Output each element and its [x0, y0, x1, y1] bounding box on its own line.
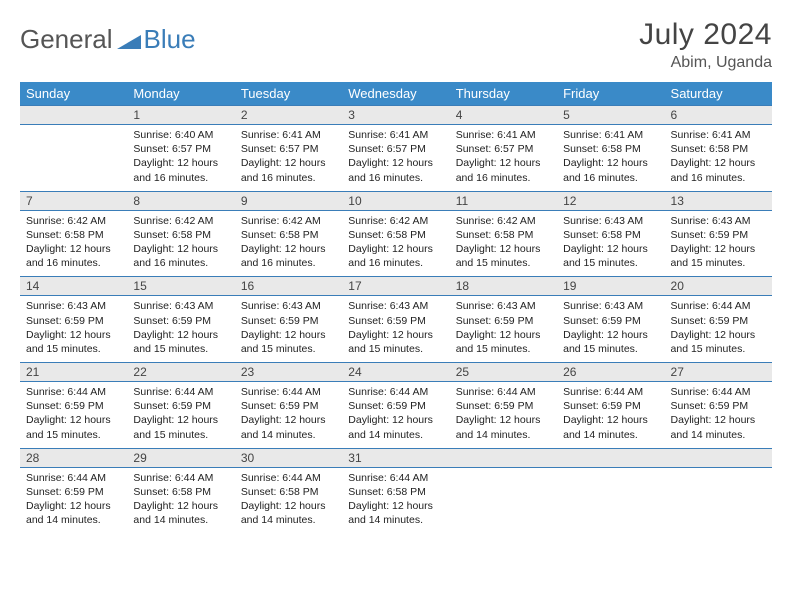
- day-cell: Sunrise: 6:44 AMSunset: 6:59 PMDaylight:…: [557, 382, 664, 449]
- day-cell: Sunrise: 6:40 AMSunset: 6:57 PMDaylight:…: [127, 125, 234, 192]
- day-number: 20: [665, 277, 772, 296]
- logo-triangle-icon: [117, 25, 141, 43]
- day-cell: Sunrise: 6:44 AMSunset: 6:59 PMDaylight:…: [20, 467, 127, 533]
- day-cell: Sunrise: 6:44 AMSunset: 6:59 PMDaylight:…: [20, 382, 127, 449]
- day-cell: Sunrise: 6:43 AMSunset: 6:59 PMDaylight:…: [20, 296, 127, 363]
- weekday-header: Friday: [557, 82, 664, 106]
- day-number: 16: [235, 277, 342, 296]
- day-cell: Sunrise: 6:42 AMSunset: 6:58 PMDaylight:…: [127, 210, 234, 277]
- logo: General Blue: [20, 18, 196, 55]
- day-cell: Sunrise: 6:43 AMSunset: 6:58 PMDaylight:…: [557, 210, 664, 277]
- day-number: 25: [450, 363, 557, 382]
- weekday-header: Sunday: [20, 82, 127, 106]
- day-cell: Sunrise: 6:41 AMSunset: 6:57 PMDaylight:…: [450, 125, 557, 192]
- day-number: 17: [342, 277, 449, 296]
- day-cell: Sunrise: 6:43 AMSunset: 6:59 PMDaylight:…: [235, 296, 342, 363]
- day-cell: Sunrise: 6:44 AMSunset: 6:59 PMDaylight:…: [127, 382, 234, 449]
- content-row: Sunrise: 6:43 AMSunset: 6:59 PMDaylight:…: [20, 296, 772, 363]
- day-number: 1: [127, 106, 234, 125]
- day-number: 11: [450, 191, 557, 210]
- day-number: [557, 448, 664, 467]
- day-number: 22: [127, 363, 234, 382]
- day-cell: [557, 467, 664, 533]
- day-number: 28: [20, 448, 127, 467]
- day-cell: Sunrise: 6:41 AMSunset: 6:57 PMDaylight:…: [235, 125, 342, 192]
- calendar-body: 1 2 3 4 5 6 Sunrise: 6:40 AMSunset: 6:57…: [20, 106, 772, 534]
- daynum-row: 28 29 30 31: [20, 448, 772, 467]
- content-row: Sunrise: 6:42 AMSunset: 6:58 PMDaylight:…: [20, 210, 772, 277]
- weekday-header: Tuesday: [235, 82, 342, 106]
- title-block: July 2024 Abim, Uganda: [639, 18, 772, 72]
- content-row: Sunrise: 6:40 AMSunset: 6:57 PMDaylight:…: [20, 125, 772, 192]
- calendar-page: General Blue July 2024 Abim, Uganda Sunda…: [0, 0, 792, 543]
- daynum-row: 1 2 3 4 5 6: [20, 106, 772, 125]
- day-cell: Sunrise: 6:42 AMSunset: 6:58 PMDaylight:…: [20, 210, 127, 277]
- day-number: 29: [127, 448, 234, 467]
- day-number: 26: [557, 363, 664, 382]
- day-cell: Sunrise: 6:41 AMSunset: 6:58 PMDaylight:…: [665, 125, 772, 192]
- day-cell: Sunrise: 6:44 AMSunset: 6:58 PMDaylight:…: [235, 467, 342, 533]
- content-row: Sunrise: 6:44 AMSunset: 6:59 PMDaylight:…: [20, 467, 772, 533]
- day-number: 19: [557, 277, 664, 296]
- day-number: 4: [450, 106, 557, 125]
- weekday-header: Wednesday: [342, 82, 449, 106]
- day-number: 10: [342, 191, 449, 210]
- day-cell: Sunrise: 6:44 AMSunset: 6:59 PMDaylight:…: [665, 382, 772, 449]
- day-number: 9: [235, 191, 342, 210]
- day-cell: Sunrise: 6:42 AMSunset: 6:58 PMDaylight:…: [342, 210, 449, 277]
- location: Abim, Uganda: [639, 54, 772, 72]
- day-cell: Sunrise: 6:44 AMSunset: 6:58 PMDaylight:…: [342, 467, 449, 533]
- day-number: 3: [342, 106, 449, 125]
- day-number: 12: [557, 191, 664, 210]
- daynum-row: 21 22 23 24 25 26 27: [20, 363, 772, 382]
- day-number: 7: [20, 191, 127, 210]
- calendar-table: Sunday Monday Tuesday Wednesday Thursday…: [20, 82, 772, 533]
- day-cell: Sunrise: 6:44 AMSunset: 6:58 PMDaylight:…: [127, 467, 234, 533]
- day-number: 13: [665, 191, 772, 210]
- day-number: [450, 448, 557, 467]
- day-number: 5: [557, 106, 664, 125]
- weekday-header-row: Sunday Monday Tuesday Wednesday Thursday…: [20, 82, 772, 106]
- day-number: 21: [20, 363, 127, 382]
- day-number: 6: [665, 106, 772, 125]
- day-cell: [20, 125, 127, 192]
- daynum-row: 14 15 16 17 18 19 20: [20, 277, 772, 296]
- day-number: 8: [127, 191, 234, 210]
- day-cell: Sunrise: 6:42 AMSunset: 6:58 PMDaylight:…: [450, 210, 557, 277]
- day-number: 24: [342, 363, 449, 382]
- day-number: 18: [450, 277, 557, 296]
- day-number: 30: [235, 448, 342, 467]
- day-cell: Sunrise: 6:44 AMSunset: 6:59 PMDaylight:…: [342, 382, 449, 449]
- day-cell: Sunrise: 6:43 AMSunset: 6:59 PMDaylight:…: [127, 296, 234, 363]
- day-cell: Sunrise: 6:44 AMSunset: 6:59 PMDaylight:…: [450, 382, 557, 449]
- day-cell: [450, 467, 557, 533]
- header: General Blue July 2024 Abim, Uganda: [20, 18, 772, 72]
- day-number: 14: [20, 277, 127, 296]
- day-number: 2: [235, 106, 342, 125]
- day-cell: Sunrise: 6:41 AMSunset: 6:58 PMDaylight:…: [557, 125, 664, 192]
- content-row: Sunrise: 6:44 AMSunset: 6:59 PMDaylight:…: [20, 382, 772, 449]
- logo-text-2: Blue: [144, 24, 196, 55]
- day-cell: [665, 467, 772, 533]
- day-cell: Sunrise: 6:43 AMSunset: 6:59 PMDaylight:…: [450, 296, 557, 363]
- weekday-header: Saturday: [665, 82, 772, 106]
- day-cell: Sunrise: 6:42 AMSunset: 6:58 PMDaylight:…: [235, 210, 342, 277]
- logo-text-1: General: [20, 24, 113, 55]
- day-cell: Sunrise: 6:43 AMSunset: 6:59 PMDaylight:…: [342, 296, 449, 363]
- day-cell: Sunrise: 6:43 AMSunset: 6:59 PMDaylight:…: [665, 210, 772, 277]
- day-number: 15: [127, 277, 234, 296]
- day-number: 27: [665, 363, 772, 382]
- day-cell: Sunrise: 6:41 AMSunset: 6:57 PMDaylight:…: [342, 125, 449, 192]
- day-cell: Sunrise: 6:43 AMSunset: 6:59 PMDaylight:…: [557, 296, 664, 363]
- weekday-header: Monday: [127, 82, 234, 106]
- day-number: [20, 106, 127, 125]
- day-number: 23: [235, 363, 342, 382]
- weekday-header: Thursday: [450, 82, 557, 106]
- day-number: 31: [342, 448, 449, 467]
- month-title: July 2024: [639, 18, 772, 52]
- day-number: [665, 448, 772, 467]
- day-cell: Sunrise: 6:44 AMSunset: 6:59 PMDaylight:…: [235, 382, 342, 449]
- daynum-row: 7 8 9 10 11 12 13: [20, 191, 772, 210]
- day-cell: Sunrise: 6:44 AMSunset: 6:59 PMDaylight:…: [665, 296, 772, 363]
